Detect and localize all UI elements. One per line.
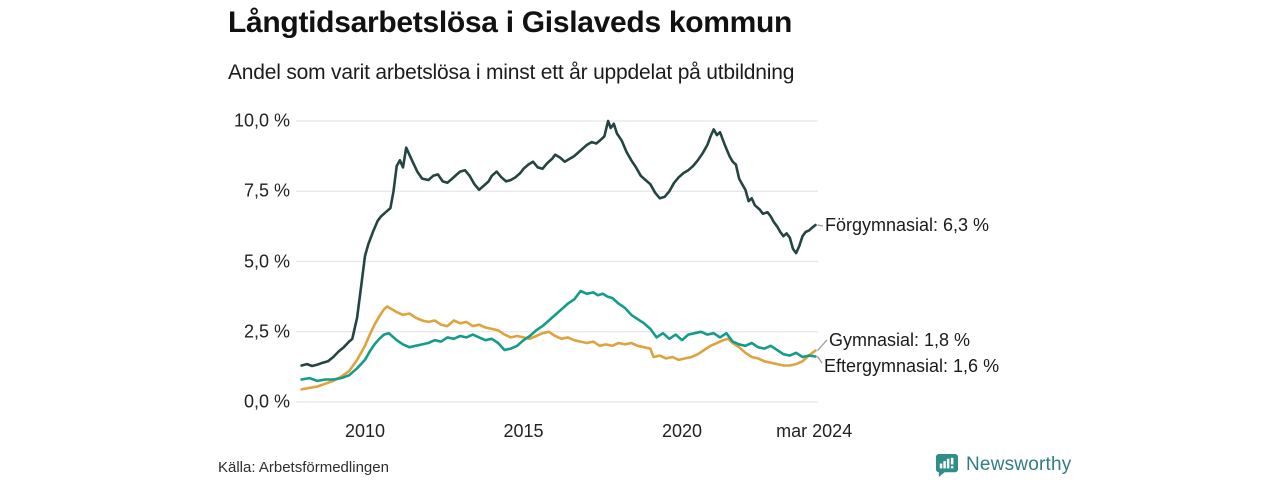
series-label-eftergymnasial: Eftergymnasial: 1,6 %: [824, 356, 1000, 376]
series-label-forgymnasial: Förgymnasial: 6,3 %: [825, 215, 990, 235]
series-label-gymnasial: Gymnasial: 1,8 %: [829, 330, 971, 350]
bar-chart-speech-bubble-icon: [935, 453, 958, 477]
label-leader-line: [816, 339, 828, 352]
newsworthy-wordmark: Newsworthy: [966, 454, 1072, 475]
x-axis-tick-label: 2010: [344, 421, 386, 441]
series-line-gymnasial: [300, 305, 817, 391]
y-axis-tick-label: 7,5 %: [243, 180, 290, 201]
x-axis-tick-label: 2015: [503, 421, 544, 441]
source-label: Källa: Arbetsförmedlingen: [218, 459, 389, 476]
y-axis-tick-label: 2,5 %: [243, 321, 290, 342]
page-subtitle: Andel som varit arbetslösa i minst ett å…: [228, 61, 795, 84]
newsworthy-logo[interactable]: Newsworthy: [935, 453, 1071, 477]
series-line-eftergymnasial: [300, 289, 817, 383]
x-axis-tick-label: 2020: [661, 421, 703, 441]
y-axis-tick-label: 5,0 %: [243, 251, 290, 271]
x-axis-tick-label: mar 2024: [776, 421, 853, 441]
page-title: Långtidsarbetslösa i Gislaveds kommun: [228, 6, 793, 39]
label-leader-line: [817, 224, 824, 227]
label-leader-line: [816, 356, 823, 364]
y-axis-tick-label: 10,0 %: [233, 110, 290, 131]
series-line-förgymnasial: [300, 119, 817, 368]
y-axis-tick-label: 0,0 %: [243, 391, 290, 412]
